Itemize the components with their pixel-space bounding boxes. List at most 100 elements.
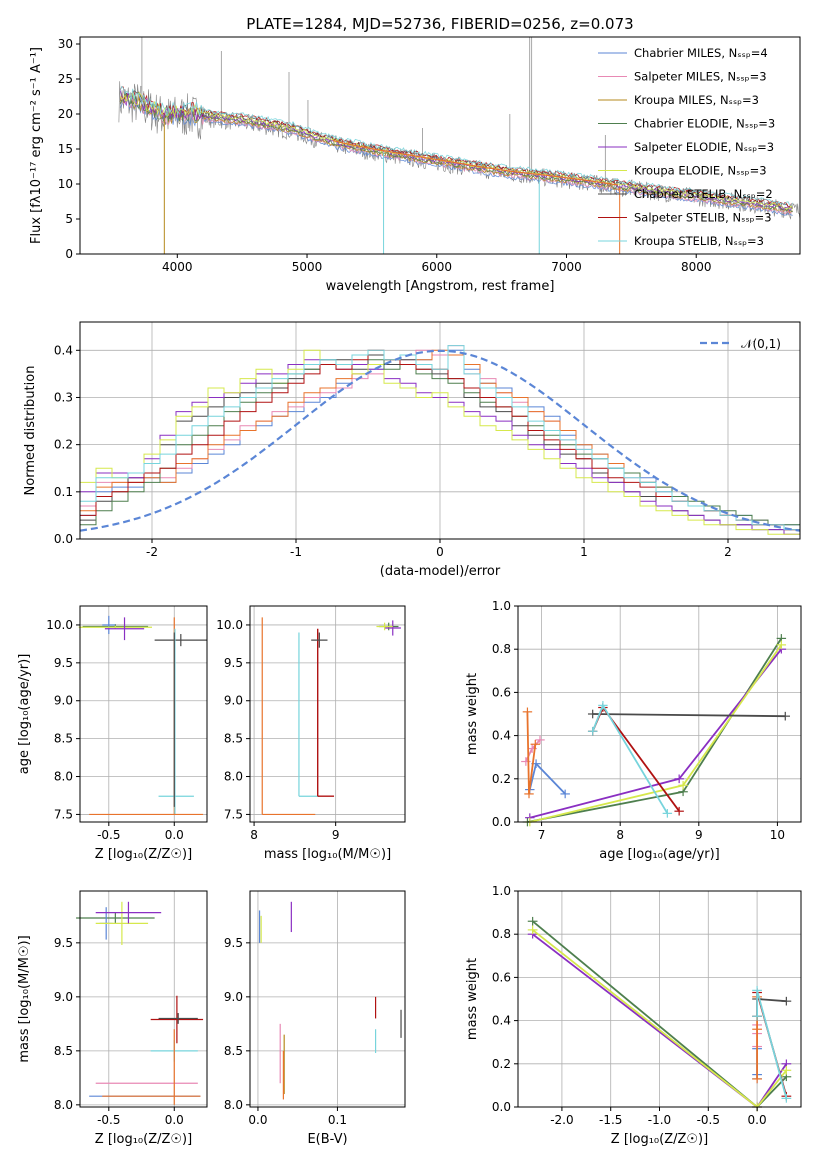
residual-histogram [80, 345, 800, 531]
x-tick-label: 6000 [421, 260, 452, 274]
legend-label: Chabrier ELODIE, Nₛₛₚ=3 [634, 117, 775, 131]
y-tick-label: 0.6 [492, 685, 511, 699]
figure-title: PLATE=1284, MJD=52736, FIBERID=0256, z=0… [246, 15, 633, 33]
y-tick-label: 9.0 [224, 990, 243, 1004]
mass-vs-ebv-plot: 0.0 0.1 8.0 8.5 9.0 9.5 E(B-V) [224, 890, 406, 1147]
x-tick-label: 0.1 [328, 1113, 347, 1127]
x-tick-label: -0.5 [97, 1113, 120, 1127]
plot-area [521, 634, 790, 827]
y-tick-label: 1.0 [492, 599, 511, 613]
legend-label: Salpeter MILES, Nₛₛₚ=3 [634, 70, 767, 84]
plot-area [78, 615, 207, 816]
legend-label: Chabrier STELIB, Nₛₛₚ=2 [634, 187, 773, 201]
x-tick-label: 10 [770, 828, 785, 842]
y-tick-label: 0.2 [54, 438, 73, 452]
x-axis-label: Z [log₁₀(Z/Z☉)] [611, 1132, 708, 1147]
residual-histogram [80, 354, 800, 526]
y-tick-label: 0.8 [492, 927, 511, 941]
axes-frame [517, 890, 802, 1108]
y-tick-label: 7.5 [224, 807, 243, 821]
x-tick-label: 2 [724, 545, 732, 559]
plot-area [118, 37, 801, 254]
x-tick-label: 8 [616, 828, 624, 842]
x-tick-label: 9 [332, 828, 340, 842]
y-tick-label: 30 [58, 37, 73, 51]
x-tick-label: -1.0 [648, 1113, 671, 1127]
model-spectrum [119, 86, 793, 208]
axes-frame [249, 890, 406, 1108]
model-spectrum [332, 139, 619, 186]
y-tick-label: 0.4 [54, 343, 73, 357]
y-tick-label: 8.5 [224, 732, 243, 746]
y-tick-label: 0.0 [492, 1100, 511, 1114]
x-axis-label: (data-model)/error [380, 564, 501, 579]
legend-label: Salpeter ELODIE, Nₛₛₚ=3 [634, 140, 774, 154]
y-tick-label: 0.8 [492, 642, 511, 656]
y-tick-label: 10.0 [216, 618, 243, 632]
y-tick-label: 9.5 [54, 936, 73, 950]
normal-curve [79, 349, 801, 532]
y-axis-label: mass [log₁₀(M/M☉)] [17, 935, 32, 1062]
y-tick-label: 8.0 [54, 1098, 73, 1112]
x-tick-label: 1 [580, 545, 588, 559]
y-tick-label: 8.5 [54, 1044, 73, 1058]
y-tick-label: 5 [65, 212, 73, 226]
legend-label: Kroupa MILES, Nₛₛₚ=3 [634, 93, 759, 107]
x-tick-label: -2 [146, 545, 158, 559]
y-tick-label: 9.0 [54, 990, 73, 1004]
x-axis-label: E(B-V) [307, 1132, 347, 1147]
y-axis-label: mass weight [465, 673, 480, 755]
y-tick-label: 0.2 [492, 772, 511, 786]
y-tick-label: 9.5 [224, 936, 243, 950]
model-spectrum [119, 90, 793, 213]
y-tick-label: 0.4 [492, 729, 511, 743]
y-tick-label: 0.1 [54, 485, 73, 499]
legend-label: Chabrier MILES, Nₛₛₚ=4 [634, 46, 768, 60]
x-tick-label: 7000 [551, 260, 582, 274]
x-tick-label: -0.5 [97, 828, 120, 842]
y-tick-label: 8.0 [224, 770, 243, 784]
axes-frame [249, 605, 406, 823]
y-tick-label: 25 [58, 72, 73, 86]
y-tick-label: 9.0 [224, 694, 243, 708]
x-tick-label: 4000 [162, 260, 193, 274]
x-axis-label: Z [log₁₀(Z/Z☉)] [95, 847, 192, 862]
x-tick-label: -1.5 [599, 1113, 622, 1127]
x-axis-label: wavelength [Angstrom, rest frame] [326, 279, 555, 294]
x-tick-label: 0.0 [165, 828, 184, 842]
y-tick-label: 0.0 [54, 532, 73, 546]
y-tick-label: 10 [58, 177, 73, 191]
x-tick-label: 9 [695, 828, 703, 842]
weight-age-line [529, 644, 783, 823]
x-axis-label: Z [log₁₀(Z/Z☉)] [95, 1132, 192, 1147]
model-spectrum [119, 85, 794, 206]
x-tick-label: 0 [436, 545, 444, 559]
residuals-plot: -2 -1 0 1 2 0.0 0.1 0.2 0.3 0.4 (data-model)/error… [23, 321, 801, 579]
axes-frame [517, 605, 802, 823]
y-tick-label: 10.0 [46, 618, 73, 632]
y-tick-label: 9.5 [224, 656, 243, 670]
y-tick-label: 20 [58, 107, 73, 121]
residual-legend: 𝒩(0,1) [700, 337, 781, 351]
spectrum-legend: Chabrier MILES, Nₛₛₚ=4 Salpeter MILES, Nₛ… [598, 46, 775, 248]
y-tick-label: 9.0 [54, 694, 73, 708]
y-tick-label: 1.0 [492, 884, 511, 898]
spectrum-plot: 4000 5000 6000 7000 8000 0 5 10 15 20 25 30 waveleng… [29, 36, 801, 294]
y-tick-label: 8.5 [224, 1044, 243, 1058]
age-vs-mass-plot: 8 9 7.5 8.0 8.5 9.0 9.5 10.0 mass [log₁₀(M/M☉)] [216, 605, 406, 862]
y-tick-label: 8.0 [54, 770, 73, 784]
y-axis-label: Normed distribution [23, 366, 38, 496]
residual-histogram [80, 349, 800, 535]
weight-vs-metallicity-plot: -2.0 -1.5 -1.0 -0.5 0.0 0.0 0.2 0.4 0.6 0.8 1.0 Z [… [465, 884, 802, 1147]
y-tick-label: 0.3 [54, 390, 73, 404]
legend-label: Kroupa ELODIE, Nₛₛₚ=3 [634, 164, 767, 178]
axes-frame [79, 890, 208, 1108]
x-tick-label: 7 [538, 828, 546, 842]
y-tick-label: 0.4 [492, 1014, 511, 1028]
y-tick-label: 7.5 [54, 807, 73, 821]
mass-vs-metallicity-plot: -0.5 0.0 8.0 8.5 9.0 9.5 Z [log₁₀(Z/Z☉)] mass [… [17, 890, 208, 1147]
weight-z-line [756, 990, 788, 1099]
plot-area [79, 345, 801, 535]
y-tick-label: 8.0 [224, 1098, 243, 1112]
